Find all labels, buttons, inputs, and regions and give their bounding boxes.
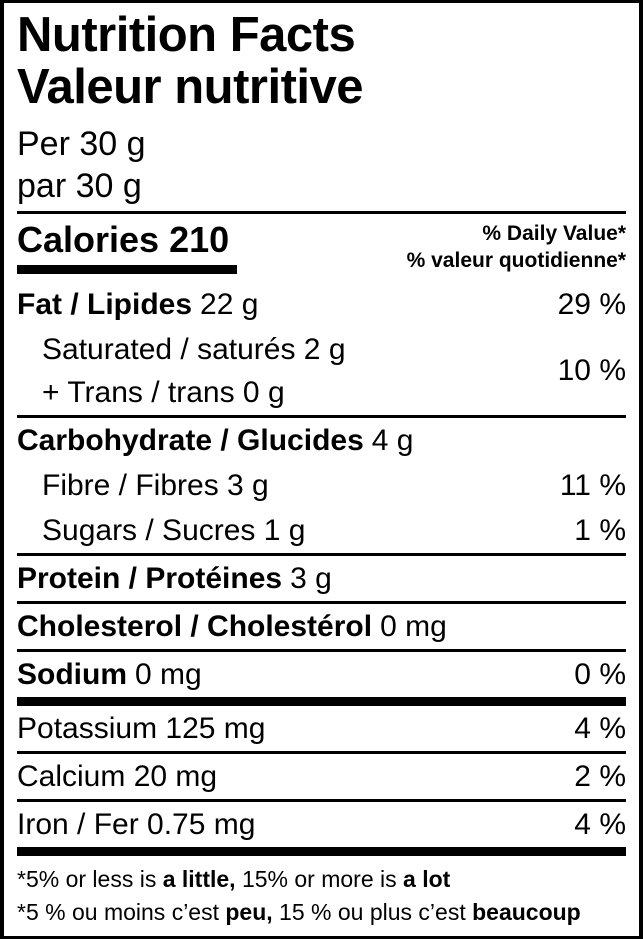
sugars-text: Sugars / Sucres 1 g xyxy=(42,513,306,547)
potassium-text: Potassium 125 mg xyxy=(17,711,266,745)
divider xyxy=(17,751,626,754)
carbohydrate-name: Carbohydrate / Glucides xyxy=(17,423,364,457)
calcium-text: Calcium 20 mg xyxy=(17,759,218,793)
calories-section: Calories 210 % Daily Value* % valeur quo… xyxy=(17,214,626,282)
calcium-daily-value: 2 % xyxy=(574,759,626,793)
fat-name: Fat / Lipides xyxy=(17,287,193,321)
footnote-en-a-lot: a lot xyxy=(403,866,451,892)
row-fat: Fat / Lipides 22 g 29 % xyxy=(17,282,626,327)
row-calcium: Calcium 20 mg 2 % xyxy=(17,754,626,799)
divider xyxy=(17,601,626,604)
carbohydrate-amount: 4 g xyxy=(371,423,414,457)
footnote-fr-text: 15 % ou plus c’est xyxy=(272,899,473,925)
protein-text: Protein / Protéines 3 g xyxy=(17,562,332,596)
trans-line: + Trans / trans 0 g xyxy=(42,376,285,409)
serving-size-fr: par 30 g xyxy=(17,167,142,205)
fat-text: Fat / Lipides 22 g xyxy=(17,288,258,322)
iron-text: Iron / Fer 0.75 mg xyxy=(17,807,256,841)
fat-daily-value: 29 % xyxy=(557,287,626,321)
calories-value: 210 xyxy=(169,219,230,260)
serving-size-en: Per 30 g xyxy=(17,125,146,163)
footnote-en-a-little: a little, xyxy=(162,866,236,892)
divider xyxy=(17,553,626,556)
fibre-text: Fibre / Fibres 3 g xyxy=(42,468,269,502)
daily-value-header-fr: % valeur quotidienne* xyxy=(406,249,626,272)
row-iron: Iron / Fer 0.75 mg 4 % xyxy=(17,802,626,847)
divider xyxy=(17,649,626,652)
footnote-en: *5% or less is a little, 15% or more is … xyxy=(17,863,626,896)
row-carbohydrate: Carbohydrate / Glucides 4 g xyxy=(17,418,626,463)
sugars-daily-value: 1 % xyxy=(574,513,626,547)
footnote-fr-text: *5 % ou moins c’est xyxy=(17,899,226,925)
divider xyxy=(17,211,626,214)
row-fibre: Fibre / Fibres 3 g 11 % xyxy=(17,463,626,508)
calories-text: Calories 210 xyxy=(17,219,238,274)
footnote-en-text: 15% or more is xyxy=(235,866,404,892)
title-fr: Valeur nutritive xyxy=(17,60,364,114)
row-sugars: Sugars / Sucres 1 g 1 % xyxy=(17,508,626,553)
carbohydrate-text: Carbohydrate / Glucides 4 g xyxy=(17,424,413,458)
sodium-daily-value: 0 % xyxy=(574,657,626,691)
protein-name: Protein / Protéines xyxy=(17,561,283,595)
fibre-daily-value: 11 % xyxy=(559,468,626,502)
divider xyxy=(17,415,626,418)
iron-daily-value: 4 % xyxy=(574,807,626,841)
label-header: Nutrition Facts Valeur nutritive Per 30 … xyxy=(17,3,626,211)
row-saturated-trans: Saturated / saturés 2 g + Trans / trans … xyxy=(17,327,626,415)
protein-amount: 3 g xyxy=(290,561,332,595)
footnote-fr-peu: peu, xyxy=(225,899,273,925)
sodium-name: Sodium xyxy=(17,657,127,691)
sodium-amount: 0 mg xyxy=(135,657,202,691)
footnote-fr-beaucoup: beaucoup xyxy=(472,899,581,925)
title-en: Nutrition Facts xyxy=(17,8,356,62)
cholesterol-name: Cholesterol / Cholestérol xyxy=(17,609,373,643)
thick-divider xyxy=(17,697,626,706)
daily-value-header: % Daily Value* % valeur quotidienne* xyxy=(407,219,626,274)
potassium-daily-value: 4 % xyxy=(574,711,626,745)
cholesterol-text: Cholesterol / Cholestérol 0 mg xyxy=(17,610,447,644)
saturated-line: Saturated / saturés 2 g xyxy=(42,333,346,366)
footnote-fr: *5 % ou moins c’est peu, 15 % ou plus c’… xyxy=(17,896,626,929)
thick-divider xyxy=(17,847,626,856)
divider xyxy=(17,799,626,802)
calories-label: Calories xyxy=(17,219,160,260)
row-sodium: Sodium 0 mg 0 % xyxy=(17,652,626,697)
daily-value-header-en: % Daily Value* xyxy=(482,222,626,245)
fat-amount: 22 g xyxy=(200,287,259,321)
footnote: *5% or less is a little, 15% or more is … xyxy=(17,856,626,936)
sodium-text: Sodium 0 mg xyxy=(17,658,202,692)
row-potassium: Potassium 125 mg 4 % xyxy=(17,706,626,751)
row-cholesterol: Cholesterol / Cholestérol 0 mg xyxy=(17,604,626,649)
saturated-trans-lines: Saturated / saturés 2 g + Trans / trans … xyxy=(17,328,346,414)
footnote-en-text: *5% or less is xyxy=(17,866,163,892)
saturated-trans-daily-value: 10 % xyxy=(557,354,626,387)
cholesterol-amount: 0 mg xyxy=(380,609,447,643)
row-protein: Protein / Protéines 3 g xyxy=(17,556,626,601)
